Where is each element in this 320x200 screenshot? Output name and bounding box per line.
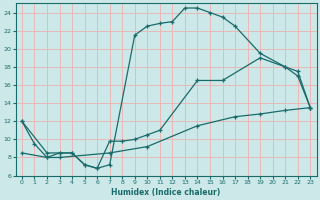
X-axis label: Humidex (Indice chaleur): Humidex (Indice chaleur) (111, 188, 221, 197)
